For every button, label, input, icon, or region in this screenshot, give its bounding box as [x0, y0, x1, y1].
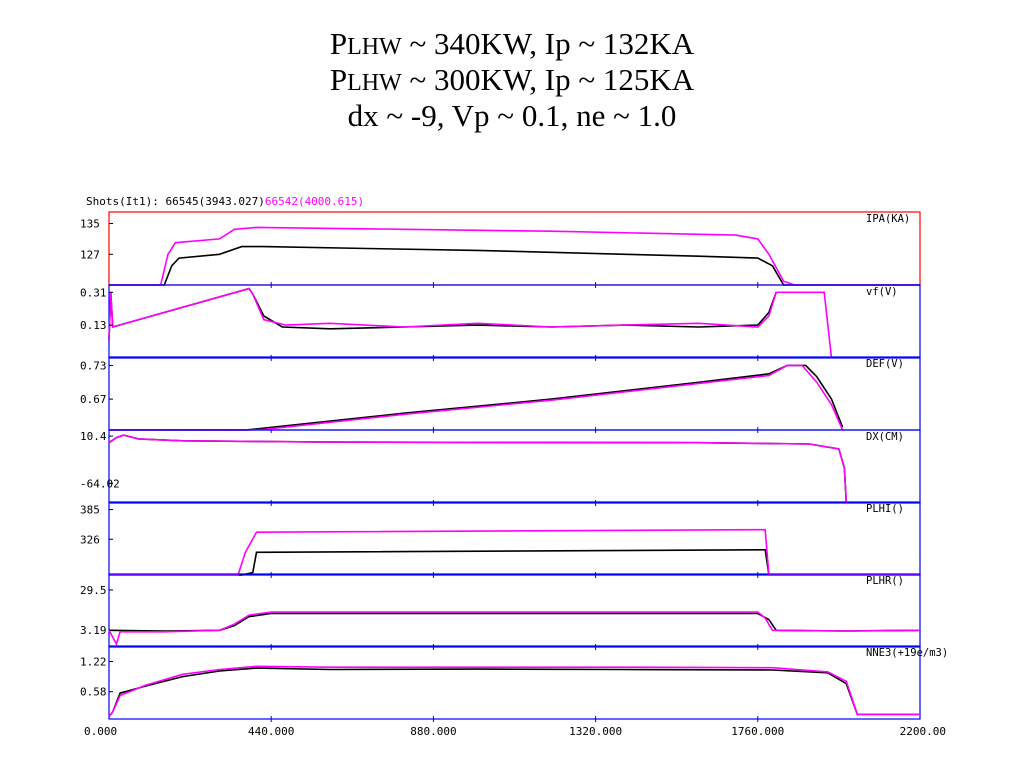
- title-line-3-text: dx ~ -9, Vp ~ 0.1, ne ~ 1.0: [347, 98, 677, 133]
- x-tick-label: 2200.00: [900, 725, 946, 738]
- shot-magenta-label: 66542(4000.615): [265, 195, 364, 208]
- panel-label: vf(V): [866, 286, 898, 298]
- x-tick-label: 440.000: [248, 725, 294, 738]
- series-black-line: [109, 364, 844, 431]
- slide-title-block: PLHW ~ 340KW, Ip ~ 132KA PLHW ~ 300KW, I…: [0, 26, 1024, 134]
- y-tick-label: 0.58: [80, 686, 107, 699]
- title-line-2-sub: LHW: [347, 70, 402, 96]
- series-black-line: [108, 612, 921, 632]
- y-tick-label: 0.67: [80, 393, 107, 406]
- x-tick-label: 0.000: [84, 725, 117, 738]
- panel-label: PLHR(): [866, 575, 904, 587]
- series-black-line: [108, 667, 920, 718]
- y-tick-label: 29.5: [80, 584, 107, 597]
- y-tick-label: 0.31: [80, 286, 107, 299]
- panel-label: NNE3(+19e/m3): [866, 647, 948, 659]
- panel-1: 135 127 IPA(KA): [80, 211, 921, 288]
- panel-frame: [108, 356, 921, 431]
- title-line-2-rest: ~ 300KW, Ip ~ 125KA: [401, 62, 695, 97]
- panel-frame: [108, 645, 921, 720]
- panel-frame: [108, 501, 921, 576]
- title-line-1: PLHW ~ 340KW, Ip ~ 132KA: [0, 26, 1024, 62]
- series-black-line: [108, 434, 848, 504]
- y-tick-label: 10.4: [80, 430, 107, 443]
- panel-4: 10.4 -64.02 DX(CM): [80, 429, 921, 506]
- shot-black-label: 66545(3943.027): [165, 195, 264, 208]
- y-tick-label: 3.19: [80, 624, 107, 637]
- panel-label: IPA(KA): [866, 213, 910, 225]
- title-line-2: PLHW ~ 300KW, Ip ~ 125KA: [0, 62, 1024, 98]
- panel-2: 0.31 0.13 vf(V): [80, 284, 921, 361]
- title-line-1-sub: LHW: [347, 34, 402, 60]
- y-tick-label: 127: [80, 248, 100, 261]
- series-magenta-line: [109, 226, 920, 286]
- panel-5: 385 326 PLHI(): [80, 501, 921, 578]
- panel-label: DEF(V): [866, 358, 904, 370]
- series-black-line: [109, 245, 920, 286]
- series-magenta-line: [109, 364, 844, 431]
- title-line-1-rest: ~ 340KW, Ip ~ 132KA: [401, 26, 695, 61]
- x-tick-label: 880.000: [410, 725, 456, 738]
- panel-frame: [108, 284, 921, 359]
- x-axis: 0.000 440.000 880.000 1320.000 1760.000 2200.…: [84, 725, 946, 738]
- title-line-2-p: P: [329, 62, 348, 97]
- title-line-1-p: P: [329, 26, 348, 61]
- y-tick-label: 1.22: [80, 656, 107, 669]
- shots-header: Shots(It1): 66545(3943.027)66542(4000.61…: [86, 195, 364, 208]
- series-magenta-line: [108, 611, 921, 647]
- series-magenta-line: [109, 528, 920, 576]
- series-magenta-line: [108, 434, 848, 504]
- panel-label: PLHI(): [866, 503, 904, 515]
- series-black-line: [108, 287, 777, 340]
- panel-3: 0.73 0.67 DEF(V): [80, 356, 921, 433]
- shots-prefix: Shots(It1):: [86, 195, 165, 208]
- y-tick-label: 0.13: [80, 319, 107, 332]
- panel-frame: [108, 429, 921, 504]
- panel-6: 29.5 3.19 PLHR(): [80, 573, 921, 650]
- panel-frame: [108, 573, 921, 648]
- y-tick-label: 326: [80, 533, 100, 546]
- y-tick-label: 0.73: [80, 359, 107, 372]
- x-tick-label: 1320.000: [569, 725, 622, 738]
- title-line-3: dx ~ -9, Vp ~ 0.1, ne ~ 1.0: [0, 98, 1024, 134]
- x-tick-label: 1760.000: [731, 725, 784, 738]
- series-magenta-line: [108, 287, 833, 359]
- panel-7: 1.22 0.58 NNE3(+19e/m3): [80, 645, 948, 722]
- y-tick-label: 135: [80, 218, 100, 231]
- panels-group: 135 127 IPA(KA) 0.31 0.13 vf(V) 0.73 0.67 DEF(V)…: [80, 211, 948, 722]
- series-magenta-line: [108, 665, 920, 718]
- panel-label: DX(CM): [866, 431, 904, 443]
- y-tick-label: 385: [80, 504, 100, 517]
- y-tick-label: -64.02: [80, 477, 120, 490]
- series-black-line: [109, 548, 920, 576]
- panel-frame: [108, 211, 921, 286]
